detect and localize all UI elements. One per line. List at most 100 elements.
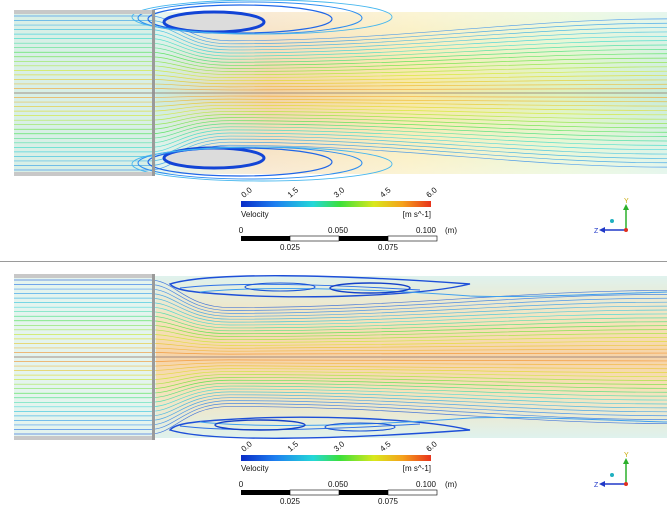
streamline <box>14 334 667 343</box>
legend-unit: [m s^-1] <box>403 210 431 219</box>
colorbar-ticks: 0.0 1.5 3.0 4.5 6.0 <box>240 439 440 453</box>
scale-bar-bottom: 0 0.050 0.100 (m) 0.025 0.075 <box>239 480 458 506</box>
streamline <box>14 132 667 153</box>
scale-label-0025: 0.025 <box>280 497 301 506</box>
streamline <box>14 88 667 91</box>
streamline <box>14 394 667 417</box>
streamline <box>14 135 667 157</box>
streamline <box>14 306 667 326</box>
streamline <box>14 60 667 72</box>
scale-label-0025: 0.025 <box>280 243 301 252</box>
scale-label-0050: 0.050 <box>328 226 349 235</box>
streamline <box>14 302 667 323</box>
streamline <box>14 38 667 57</box>
recirculation-zone-upper <box>168 275 667 298</box>
streamline <box>14 368 667 376</box>
colorbar-tick-label: 6.0 <box>425 185 440 199</box>
streamline <box>14 338 667 346</box>
streamline <box>14 123 667 139</box>
axis-z-label: Z <box>594 228 599 235</box>
velocity-legend-top: 0.0 1.5 3.0 4.5 6.0 Velocity [m s^-1] <box>240 185 440 219</box>
velocity-legend-bottom: 0.0 1.5 3.0 4.5 6.0 Velocity [m s^-1] <box>240 439 440 473</box>
scale-unit: (m) <box>445 480 457 489</box>
streamline <box>14 371 667 380</box>
colorbar-tick-label: 1.5 <box>286 185 301 199</box>
scale-unit: (m) <box>445 226 457 235</box>
recirculation-zone-lower <box>168 416 667 439</box>
streamline <box>14 391 667 412</box>
streamline <box>14 101 667 107</box>
streamline <box>14 33 667 54</box>
panel-bottom-svg: 0.0 1.5 3.0 4.5 6.0 Velocity [m s^-1] 0 0.05… <box>14 274 667 506</box>
legend-unit: [m s^-1] <box>403 464 431 473</box>
streamline <box>14 70 667 78</box>
streamline <box>14 362 667 367</box>
streamline <box>14 374 667 385</box>
scale-label-0075: 0.075 <box>378 243 399 252</box>
streamline <box>14 24 667 48</box>
streamline <box>14 56 667 69</box>
streamline <box>14 311 667 329</box>
legend-title: Velocity <box>241 464 269 473</box>
colorbar-tick-label: 0.0 <box>240 439 255 453</box>
axis-z-label: Z <box>594 482 599 489</box>
axis-y-label: Y <box>624 198 629 205</box>
colorbar <box>241 455 431 461</box>
colorbar-ticks: 0.0 1.5 3.0 4.5 6.0 <box>240 185 440 199</box>
streamline <box>14 385 667 403</box>
streamline <box>14 114 667 126</box>
scale-label-0075: 0.075 <box>378 497 399 506</box>
streamline <box>14 379 667 394</box>
streamline <box>14 129 667 148</box>
axis-triad-bottom: Y Z <box>594 452 629 489</box>
colorbar-tick-label: 6.0 <box>425 439 440 453</box>
legend-title: Velocity <box>241 210 269 219</box>
streamline <box>14 51 667 66</box>
flow-field-top <box>14 0 667 182</box>
colorbar-tick-label: 0.0 <box>240 185 255 199</box>
streamline <box>14 95 667 98</box>
streamline <box>14 377 667 390</box>
streamline <box>14 352 667 355</box>
streamline <box>14 29 667 51</box>
streamline <box>14 320 667 335</box>
streamline <box>14 117 667 130</box>
colorbar-tick-label: 4.5 <box>378 185 393 199</box>
scale-label-0100: 0.100 <box>416 480 437 489</box>
streamline <box>14 279 667 308</box>
scale-label-0: 0 <box>239 226 244 235</box>
scale-label-0100: 0.100 <box>416 226 437 235</box>
colorbar-tick-label: 1.5 <box>286 439 301 453</box>
streamline <box>14 65 667 75</box>
scale-label-0: 0 <box>239 480 244 489</box>
streamlines-bottom <box>14 279 667 435</box>
axis-triad-top: Y Z <box>594 198 629 235</box>
streamline <box>14 403 667 430</box>
streamline <box>14 329 667 340</box>
streamline <box>14 47 667 63</box>
recirculation-zone-lower <box>131 146 393 182</box>
axis-y-label: Y <box>624 452 629 459</box>
scale-label-0050: 0.050 <box>328 480 349 489</box>
streamline <box>14 284 667 311</box>
streamline <box>14 297 667 320</box>
streamline <box>14 104 667 112</box>
streamline <box>14 324 667 337</box>
streamline <box>14 74 667 82</box>
streamline <box>14 79 667 85</box>
streamline <box>14 400 667 426</box>
panel-bottom: 0.0 1.5 3.0 4.5 6.0 Velocity [m s^-1] 0 0.05… <box>0 262 667 516</box>
colorbar-tick-label: 4.5 <box>378 439 393 453</box>
streamline <box>14 388 667 408</box>
panel-top: 0.0 1.5 3.0 4.5 6.0 Velocity [m s^-1] 0 0.05… <box>14 0 667 252</box>
flow-field-bottom <box>14 274 667 440</box>
streamline <box>14 111 667 121</box>
colorbar-tick-label: 3.0 <box>332 439 347 453</box>
streamline <box>14 108 667 116</box>
colorbar <box>241 201 431 207</box>
streamline <box>14 347 667 352</box>
panel-top-svg: 0.0 1.5 3.0 4.5 6.0 Velocity [m s^-1] 0 0.05… <box>14 0 667 252</box>
streamline <box>14 315 667 332</box>
colorbar-tick-label: 3.0 <box>332 185 347 199</box>
streamline <box>14 120 667 135</box>
